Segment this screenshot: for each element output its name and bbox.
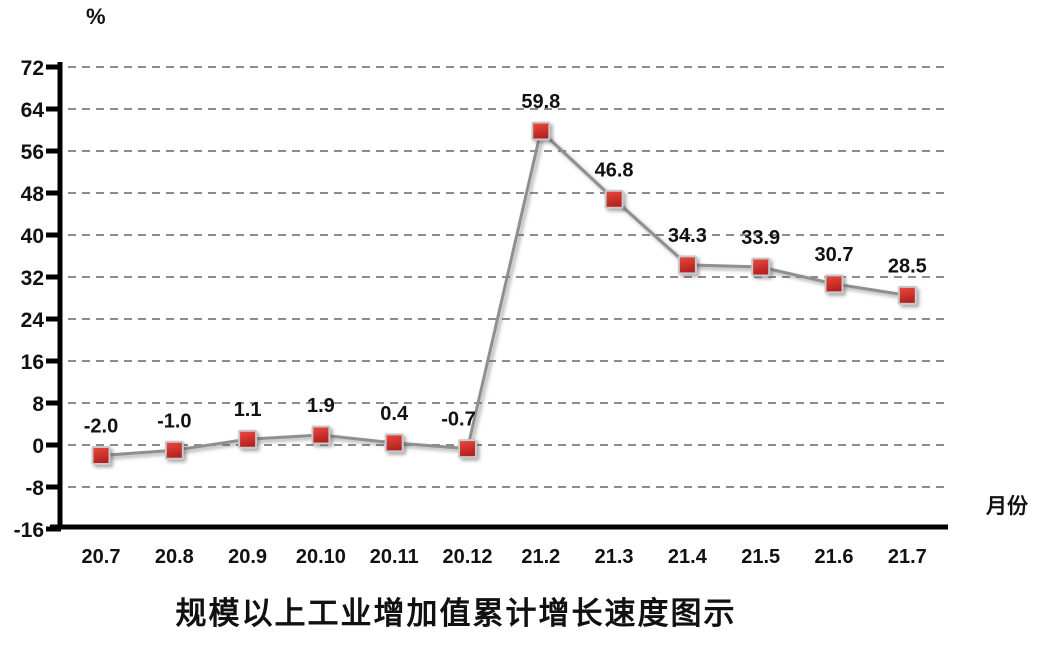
data-point-marker [531,121,551,141]
data-point-marker [238,429,258,449]
y-tick-label: 64 [21,99,45,122]
data-point-marker [897,285,917,305]
data-point-label: 30.7 [815,244,854,266]
data-point-marker [458,439,477,459]
x-tick-label: 20.9 [228,546,267,568]
x-axis-unit-label: 月份 [986,495,1028,518]
x-tick-label: 20.8 [155,546,194,568]
data-point-marker [751,257,771,277]
data-point-label: 28.5 [888,255,927,277]
data-point-marker [384,433,404,453]
y-tick-label: 56 [21,141,44,164]
x-tick-label: 21.4 [668,546,708,568]
chart-title: 规模以上工业增加值累计增长速度图示 [175,596,737,631]
data-point-label: 0.4 [380,403,409,425]
data-point-marker [311,425,331,445]
x-tick-label: 21.5 [741,546,780,568]
y-tick-label: 24 [21,309,45,332]
x-tick-label: 21.3 [595,546,634,568]
x-tick-label: 20.11 [370,546,419,568]
data-point-marker [824,274,844,294]
data-point-marker [164,440,184,460]
data-point-label: -1.0 [157,410,191,432]
x-tick-label: 21.2 [521,546,560,568]
y-tick-label: 48 [21,183,45,206]
data-point-label: 34.3 [668,225,707,247]
data-point-marker [91,446,111,465]
y-tick-label: 0 [32,435,44,458]
x-tick-label: 20.7 [82,546,121,568]
y-tick-label: 8 [32,393,44,416]
data-point-label: -2.0 [84,416,118,438]
data-point-marker [677,255,697,275]
y-tick-label: 40 [21,225,44,248]
line-chart-plot: 72 64 56 48 40 32 24 16 8 0 -8 -16 20.7 20.8 20.9 20.10… [14,57,948,568]
x-tick-label: 20.10 [296,546,346,568]
y-axis-unit-label: % [86,4,106,29]
data-point-label: 33.9 [741,227,780,249]
y-tick-label: 32 [21,267,44,290]
data-point-label: 1.1 [234,399,262,421]
data-point-label: 1.9 [307,395,335,417]
y-tick-label: 72 [21,57,44,80]
data-point-label: 59.8 [521,91,560,113]
y-tick-label: -8 [25,477,44,500]
data-point-marker [604,189,624,209]
x-tick-label: 20.12 [442,546,492,568]
y-tick-label: -16 [14,519,44,542]
data-line [100,128,908,457]
data-point-label: 46.8 [595,159,634,181]
y-tick-label: 16 [21,351,44,374]
x-tick-label: 21.7 [888,546,927,568]
data-point-label: -0.7 [441,409,475,431]
x-tick-label: 21.6 [815,546,854,568]
